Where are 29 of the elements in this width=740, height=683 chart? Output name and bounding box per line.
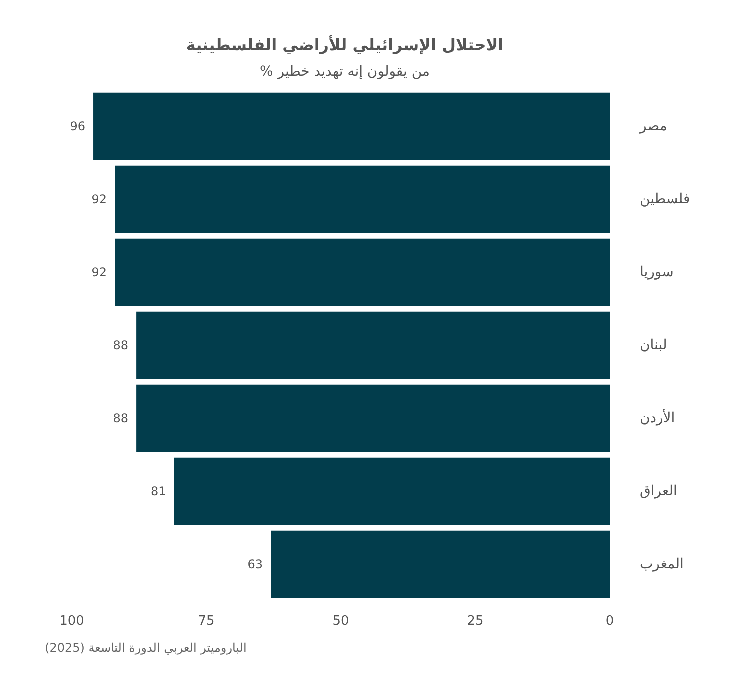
data-label: 88 (113, 412, 129, 426)
data-label: 92 (92, 192, 108, 206)
bar (136, 312, 610, 380)
x-tick-label: 75 (198, 614, 215, 629)
y-tick-label: فلسطين (640, 192, 690, 208)
y-tick-label: لبنان (640, 338, 668, 354)
bar (115, 238, 610, 306)
x-tick-label: 50 (332, 614, 350, 629)
bar (115, 166, 610, 234)
x-tick-label: 25 (467, 614, 484, 629)
data-label: 92 (92, 266, 108, 280)
y-tick-label: سوريا (640, 264, 674, 280)
y-tick-label: المغرب (640, 556, 684, 572)
bar (271, 530, 610, 598)
bar (136, 384, 610, 452)
bar (174, 458, 610, 526)
x-tick-label: 100 (60, 614, 84, 629)
y-tick-label: مصر (639, 118, 668, 134)
data-label: 96 (70, 120, 86, 134)
y-tick-label: العراق (640, 484, 678, 500)
bar (94, 92, 610, 160)
text: الباروميتر العربي الدورة التاسعة (2025) (45, 641, 247, 655)
data-label: 81 (150, 484, 166, 498)
data-label: 63 (248, 558, 264, 572)
y-tick-label: الأردن (640, 408, 676, 426)
x-tick-label: 0 (606, 614, 614, 629)
data-label: 88 (113, 338, 129, 352)
chart-title: الاحتلال الإسرائيلي للأراضي الفلسطينية (186, 34, 504, 54)
chart-subtitle: % من يقولون إنه تهديد خطير (260, 64, 430, 80)
